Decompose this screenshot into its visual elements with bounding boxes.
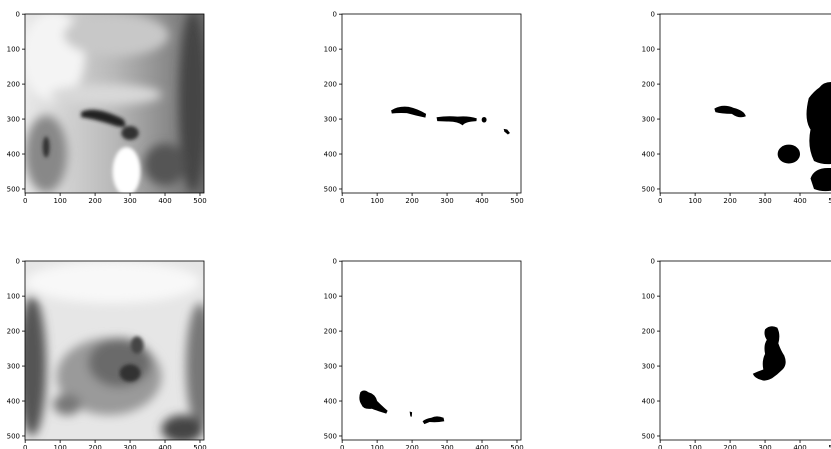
x-tick-label: 0 (23, 444, 27, 449)
x-tick-label: 300 (123, 197, 136, 205)
x-tick-label: 100 (53, 444, 66, 449)
x-tick-label: 300 (123, 444, 136, 449)
y-tick-label: 300 (7, 363, 20, 371)
y-tick-label: 200 (642, 81, 655, 89)
x-tick-label: 100 (53, 197, 66, 205)
y-tick-label: 400 (642, 151, 655, 159)
mask-panel (714, 82, 831, 192)
y-tick-label: 200 (7, 328, 20, 336)
x-tick-label: 100 (688, 197, 701, 205)
x-tick-label: 0 (340, 444, 344, 449)
x-tick-label: 500 (193, 197, 206, 205)
x-tick-label: 500 (828, 197, 831, 205)
image-panel (25, 14, 204, 193)
x-tick-label: 400 (793, 444, 806, 449)
x-tick-label: 500 (510, 444, 523, 449)
x-tick-label: 0 (23, 197, 27, 205)
y-tick-label: 100 (324, 46, 337, 54)
x-tick-label: 0 (658, 197, 662, 205)
x-tick-label: 300 (440, 197, 453, 205)
y-tick-label: 100 (642, 46, 655, 54)
axes-frame (341, 13, 522, 194)
y-tick-label: 300 (7, 116, 20, 124)
x-tick-label: 500 (828, 444, 831, 449)
mask-panel (752, 326, 786, 381)
x-tick-label: 500 (510, 197, 523, 205)
y-tick-label: 0 (16, 258, 20, 266)
image-panel (25, 261, 204, 440)
y-tick-label: 400 (642, 398, 655, 406)
x-tick-label: 400 (475, 444, 488, 449)
x-tick-label: 400 (475, 197, 488, 205)
y-tick-label: 400 (324, 151, 337, 159)
y-tick-label: 0 (333, 258, 337, 266)
y-tick-label: 0 (651, 258, 655, 266)
x-tick-label: 0 (658, 444, 662, 449)
axes-frame (341, 260, 522, 441)
y-tick-label: 400 (7, 398, 20, 406)
y-tick-label: 300 (324, 363, 337, 371)
y-tick-label: 0 (651, 11, 655, 19)
axes-frame (24, 13, 205, 194)
y-tick-label: 100 (7, 46, 20, 54)
y-tick-label: 500 (7, 185, 20, 193)
y-tick-label: 300 (324, 116, 337, 124)
mask-panel (359, 390, 445, 425)
y-tick-label: 100 (642, 293, 655, 301)
axes-frame (24, 260, 205, 441)
y-tick-label: 400 (7, 151, 20, 159)
y-tick-label: 100 (324, 293, 337, 301)
y-tick-label: 200 (642, 328, 655, 336)
x-tick-label: 500 (193, 444, 206, 449)
y-tick-label: 500 (324, 432, 337, 440)
x-tick-label: 0 (340, 197, 344, 205)
y-tick-label: 300 (642, 116, 655, 124)
x-tick-label: 200 (405, 444, 418, 449)
x-tick-label: 200 (88, 444, 101, 449)
y-tick-label: 300 (642, 363, 655, 371)
axes-frame (659, 260, 831, 441)
y-tick-label: 0 (16, 11, 20, 19)
y-tick-label: 100 (7, 293, 20, 301)
x-tick-label: 300 (758, 444, 771, 449)
y-tick-label: 0 (333, 11, 337, 19)
x-tick-label: 300 (440, 444, 453, 449)
y-tick-label: 200 (324, 328, 337, 336)
y-tick-label: 500 (7, 432, 20, 440)
x-tick-label: 200 (88, 197, 101, 205)
y-tick-label: 200 (7, 81, 20, 89)
mask-panel (391, 106, 510, 135)
x-tick-label: 400 (793, 197, 806, 205)
y-tick-label: 200 (324, 81, 337, 89)
x-tick-label: 100 (688, 444, 701, 449)
y-tick-label: 500 (324, 185, 337, 193)
x-tick-label: 100 (370, 444, 383, 449)
y-tick-label: 500 (642, 432, 655, 440)
x-tick-label: 400 (158, 444, 171, 449)
x-tick-label: 400 (158, 197, 171, 205)
y-tick-label: 500 (642, 185, 655, 193)
x-tick-label: 200 (723, 197, 736, 205)
x-tick-label: 200 (405, 197, 418, 205)
y-tick-label: 400 (324, 398, 337, 406)
x-tick-label: 300 (758, 197, 771, 205)
x-tick-label: 100 (370, 197, 383, 205)
x-tick-label: 200 (723, 444, 736, 449)
axes-frame (659, 13, 831, 194)
